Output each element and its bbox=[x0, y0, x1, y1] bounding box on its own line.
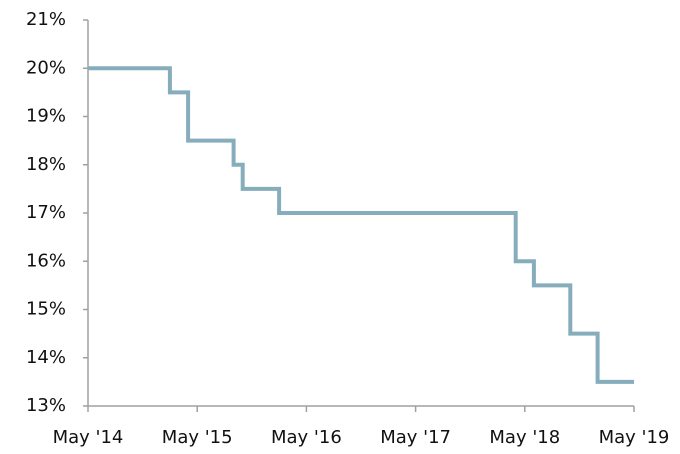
x-tick-label: May '15 bbox=[162, 427, 233, 448]
x-tick-label: May '14 bbox=[53, 427, 124, 448]
y-tick-label: 16% bbox=[26, 250, 66, 271]
x-tick-label: May '19 bbox=[599, 427, 670, 448]
y-tick-label: 20% bbox=[26, 57, 66, 78]
x-tick-label: May '17 bbox=[380, 427, 451, 448]
y-tick-label: 21% bbox=[26, 9, 66, 30]
y-tick-label: 18% bbox=[26, 154, 66, 175]
x-tick-label: May '16 bbox=[271, 427, 342, 448]
y-tick-label: 17% bbox=[26, 202, 66, 223]
y-tick-label: 19% bbox=[26, 106, 66, 127]
y-tick-label: 14% bbox=[26, 347, 66, 368]
x-tick-label: May '18 bbox=[489, 427, 560, 448]
y-tick-label: 13% bbox=[26, 395, 66, 416]
y-tick-label: 15% bbox=[26, 299, 66, 320]
step-line bbox=[88, 66, 634, 384]
